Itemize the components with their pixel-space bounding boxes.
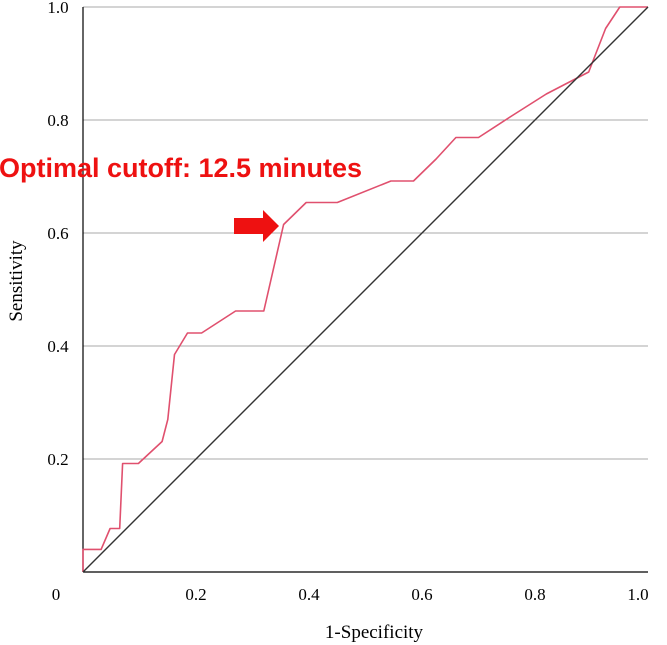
y-tick-labels: 0.2 0.4 0.6 0.8 1.0 xyxy=(47,0,69,469)
x-tick-label-0: 0 xyxy=(52,585,61,604)
reference-diagonal-line xyxy=(82,6,649,573)
y-tick-label-4: 1.0 xyxy=(47,0,68,17)
x-axis-label: 1-Specificity xyxy=(325,622,424,643)
y-tick-label-2: 0.6 xyxy=(47,224,68,243)
roc-curve-line xyxy=(82,6,648,572)
x-tick-label-3: 0.6 xyxy=(411,585,432,604)
series-layer xyxy=(82,6,649,573)
axes xyxy=(82,7,648,573)
annotation-arrow-icon xyxy=(234,210,279,242)
y-tick-label-3: 0.8 xyxy=(47,111,68,130)
x-tick-label-2: 0.4 xyxy=(298,585,320,604)
grid-lines xyxy=(83,6,648,460)
x-tick-label-4: 0.8 xyxy=(524,585,545,604)
x-tick-label-5: 1.0 xyxy=(627,585,648,604)
x-tick-labels: 0 0.2 0.4 0.6 0.8 1.0 xyxy=(52,585,649,604)
y-tick-label-1: 0.4 xyxy=(47,337,69,356)
x-tick-label-1: 0.2 xyxy=(185,585,206,604)
y-tick-label-0: 0.2 xyxy=(47,450,68,469)
optimal-cutoff-annotation: Optimal cutoff: 12.5 minutes xyxy=(0,153,362,183)
y-axis-label: Sensitivity xyxy=(6,240,27,322)
